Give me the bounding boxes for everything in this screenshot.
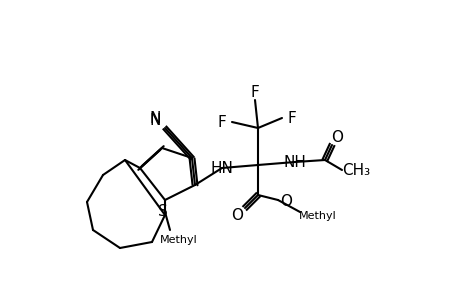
Text: F: F [250,85,259,100]
Text: O: O [280,194,291,209]
Text: N: N [149,110,160,125]
Text: NH: NH [283,154,306,169]
Text: N: N [149,112,160,128]
Text: Methyl: Methyl [160,235,197,245]
Text: HN: HN [210,160,233,175]
Text: F: F [217,115,226,130]
Text: CH₃: CH₃ [341,163,369,178]
Text: F: F [287,110,296,125]
Text: O: O [230,208,242,224]
Text: Methyl: Methyl [298,211,336,221]
Text: S: S [158,205,168,220]
Text: O: O [330,130,342,145]
